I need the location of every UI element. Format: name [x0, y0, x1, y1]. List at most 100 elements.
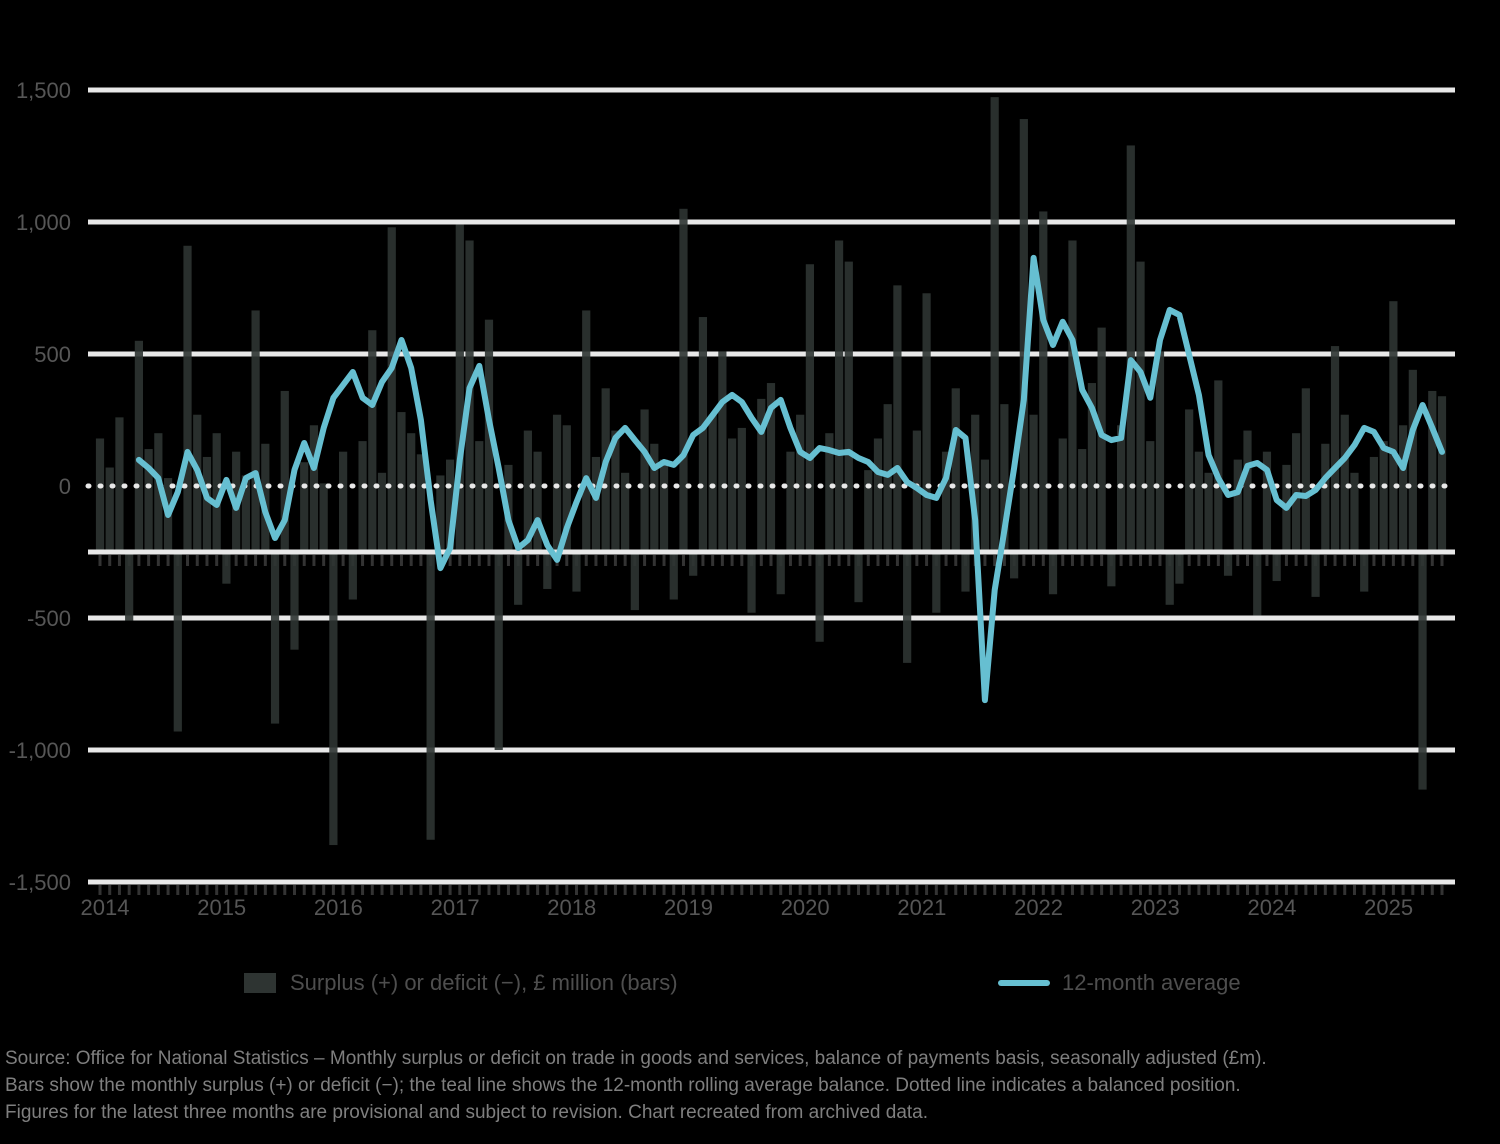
bar: [1330, 346, 1340, 552]
y-axis-label: -1,000: [9, 738, 71, 763]
bar: [582, 310, 591, 552]
bar: [747, 552, 756, 613]
line-series-swatch: [998, 980, 1050, 986]
bar: [436, 475, 445, 552]
y-axis-label: -500: [27, 606, 71, 631]
bar: [591, 456, 601, 552]
bar: [270, 552, 280, 724]
bar: [1399, 425, 1408, 552]
trend-line: [135, 254, 1445, 704]
bar: [903, 552, 912, 663]
bar: [144, 449, 153, 552]
bar: [971, 414, 980, 552]
y-axis-label: 500: [34, 342, 71, 367]
bar: [533, 451, 542, 552]
bar: [640, 409, 649, 552]
bar: [757, 398, 766, 552]
bar: [708, 414, 717, 552]
bar: [173, 552, 182, 732]
x-axis-label: 2020: [781, 895, 830, 920]
bar: [1185, 409, 1194, 552]
bar: [893, 285, 902, 552]
y-axis-label: -1,500: [9, 870, 71, 895]
bar: [193, 414, 202, 552]
bar: [1126, 145, 1135, 552]
bar: [1428, 390, 1437, 552]
bar: [1116, 425, 1126, 552]
bar: [1243, 430, 1252, 552]
bar: [796, 414, 805, 552]
bar: [864, 470, 873, 552]
bar: [1272, 552, 1281, 582]
bar: [280, 390, 289, 552]
bar: [416, 454, 426, 552]
bar: [1107, 552, 1116, 587]
bar: [222, 552, 231, 584]
bar: [329, 552, 338, 846]
bar: [854, 552, 863, 603]
bar: [815, 552, 824, 642]
bar: [922, 293, 931, 552]
bar: [562, 425, 571, 552]
line-series-label: 12-month average: [1062, 970, 1241, 995]
legend-item-bars: Surplus (+) or deficit (−), £ million (b…: [244, 970, 678, 996]
bar: [932, 552, 941, 613]
bar: [1136, 261, 1145, 552]
y-axis-label: 1,000: [16, 210, 71, 235]
source-line-1: Source: Office for National Statistics –…: [5, 1048, 1267, 1069]
bar: [134, 340, 143, 552]
x-axis-label: 2015: [197, 895, 246, 920]
bar: [397, 412, 406, 552]
bar: [883, 404, 892, 552]
bar-series-label: Surplus (+) or deficit (−), £ million (b…: [290, 970, 678, 995]
bar: [1194, 451, 1203, 552]
bar: [523, 430, 532, 552]
bar: [1253, 552, 1262, 616]
bar: [339, 451, 348, 552]
bar: [698, 317, 708, 552]
bar: [1058, 438, 1067, 552]
bar: [348, 552, 357, 600]
legend: Surplus (+) or deficit (−), £ million (b…: [0, 962, 1500, 1008]
bar: [805, 264, 814, 552]
bar: [941, 451, 951, 552]
bar: [1214, 380, 1223, 552]
x-axis-label: 2019: [664, 895, 713, 920]
bar: [669, 552, 678, 600]
x-axis-label: 2016: [314, 895, 363, 920]
bar: [261, 443, 270, 552]
bar: [1048, 552, 1058, 595]
legend-item-line: 12-month average: [998, 970, 1241, 996]
bar: [290, 552, 299, 650]
bar: [873, 438, 883, 552]
bar: [1350, 472, 1359, 552]
bar: [543, 552, 552, 589]
bar: [445, 459, 455, 552]
bar: [980, 459, 990, 552]
y-axis-label: 0: [59, 474, 71, 499]
bar: [241, 475, 250, 552]
bar: [1039, 211, 1048, 552]
bar: [1321, 443, 1330, 552]
bar: [1175, 552, 1184, 584]
bar: [1340, 414, 1349, 552]
source-note: Source: Office for National Statistics –…: [5, 1048, 1485, 1129]
x-axis-label: 2017: [431, 895, 480, 920]
bar: [1097, 327, 1106, 552]
bar: [786, 451, 795, 552]
bar: [309, 425, 319, 552]
bar-series-swatch: [244, 973, 276, 993]
bar: [737, 427, 746, 552]
bar: [1204, 472, 1213, 552]
bar: [1087, 383, 1097, 552]
bar: [377, 472, 387, 552]
bar: [154, 433, 163, 552]
bar: [494, 552, 503, 750]
bar: [825, 433, 834, 552]
y-axis-label: 1,500: [16, 78, 71, 103]
bar: [650, 443, 659, 552]
bar: [990, 97, 999, 553]
bar: [455, 224, 464, 552]
bar: [961, 552, 970, 592]
x-axis-label: 2024: [1247, 895, 1296, 920]
